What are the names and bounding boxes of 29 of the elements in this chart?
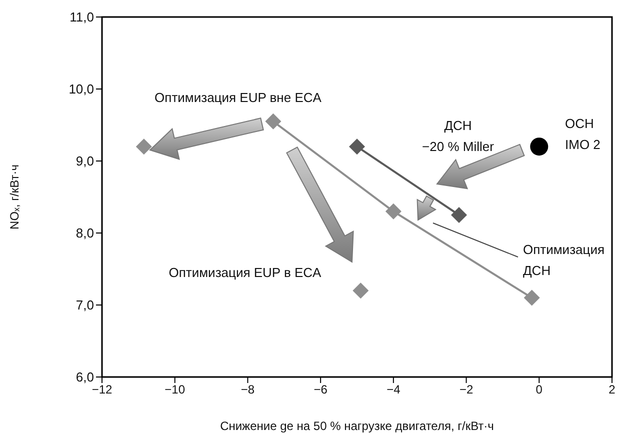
point bbox=[352, 282, 369, 299]
point bbox=[530, 138, 548, 156]
point bbox=[265, 113, 282, 130]
annotation: ОСН IMO 2 bbox=[565, 116, 600, 152]
x-tick-label: −12 bbox=[92, 382, 112, 397]
point bbox=[349, 138, 365, 155]
point bbox=[451, 207, 467, 223]
x-tick-label: −8 bbox=[240, 382, 255, 397]
y-tick-label: 8,0 bbox=[76, 226, 94, 241]
point bbox=[385, 203, 402, 220]
annotation: ДСН −20 % Miller bbox=[422, 118, 495, 154]
y-tick-label: 6,0 bbox=[76, 370, 94, 385]
point bbox=[136, 138, 152, 155]
x-tick-label: 0 bbox=[536, 382, 543, 397]
x-tick-label: −6 bbox=[314, 382, 328, 397]
x-tick-label: 2 bbox=[608, 382, 616, 397]
y-tick-label: 7,0 bbox=[76, 298, 94, 313]
annotation: Оптимизация EUP в ECA bbox=[168, 265, 322, 280]
x-tick-label: −2 bbox=[459, 382, 474, 397]
y-axis-title: NOₓ, г/кВт·ч bbox=[7, 164, 22, 230]
y-tick-label: 10,0 bbox=[68, 82, 94, 97]
annotation: Оптимизация ДСН bbox=[523, 242, 605, 278]
annotation: Оптимизация EUP вне ECA bbox=[154, 90, 322, 105]
x-tick-label: −4 bbox=[386, 382, 401, 397]
point bbox=[524, 290, 540, 306]
y-tick-label: 11,0 bbox=[70, 10, 94, 25]
y-tick-label: 9,0 bbox=[76, 154, 94, 169]
x-axis-title: Снижение ge на 50 % нагрузке двигателя, г/кВт·ч bbox=[220, 419, 494, 433]
x-tick-label: −10 bbox=[164, 382, 186, 397]
